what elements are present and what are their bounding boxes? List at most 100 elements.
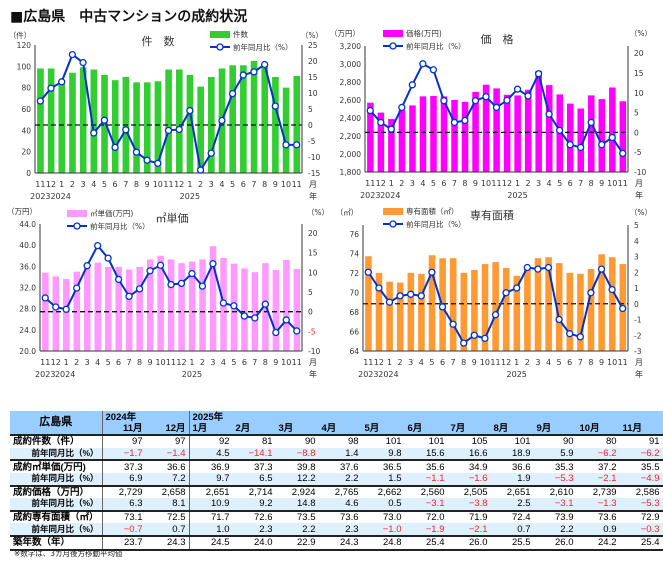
table-cell: 0.9 [576,523,620,536]
bar [37,68,44,173]
yoy-point [93,241,102,250]
table-cell: 10.9 [188,498,233,511]
table-cell: 5.9 [533,447,577,461]
month-label: 7 [578,358,583,367]
month-label: 1 [514,358,519,367]
table-cell: 25.4 [619,534,663,551]
yoy-point [502,289,510,297]
bar [143,82,151,173]
yoy-point [177,279,186,288]
legend-line-marker [216,43,224,51]
month-header: 6月 [404,422,448,436]
table-cell: 6.9 [101,472,146,486]
table-cell: 24.2 [576,534,620,551]
yoy-point [230,302,238,310]
yoy-point [619,149,627,158]
left-tick-label: 68 [349,308,359,317]
bar [283,259,290,351]
table-cell: −8.8 [275,447,319,461]
bar [375,272,383,351]
yoy-point [491,311,500,319]
table-cell: −0.7 [101,523,146,536]
table-cell: −2.1 [447,523,491,536]
left-tick-label: 64 [349,347,359,356]
left-tick-label: 2,000 [340,150,362,159]
right-tick-label: 20 [308,229,318,238]
table-cell: 12.2 [275,472,319,486]
table-cell: 2.2 [533,523,577,536]
yoy-point [135,285,144,293]
month-label: 5 [106,358,111,367]
table-cell: 1.4 [318,447,362,461]
table-cell: 101 [404,434,448,448]
month-label: 9 [145,180,150,189]
bar [482,84,490,172]
legend-line-marker [389,42,397,50]
bar [240,65,247,173]
month-label: 7 [123,180,128,189]
right-tick-label: 10 [634,89,644,98]
bar [481,264,489,351]
yoy-point [73,284,81,292]
bar [566,272,574,351]
chart-title: 専有面積 [470,208,514,222]
bar [503,94,511,172]
year-label: 2025 [180,192,200,201]
bar [409,105,416,172]
right-tick-label: 5 [308,105,313,114]
month-label: 4 [95,358,100,367]
legend-line-marker [73,222,81,230]
yoy-point [396,292,404,300]
yoy-point [524,92,532,100]
yoy-point [407,290,415,298]
yoy-point [534,70,543,78]
bar [386,281,393,351]
bar [588,95,595,172]
yoy-point [587,118,595,127]
bar [365,256,372,351]
bar [261,65,269,173]
table-cell: 2,610 [533,484,577,499]
left-tick-label: 0 [26,169,31,178]
month-label: 11 [292,180,302,189]
yoy-point [104,254,112,262]
yoy-point [608,285,616,294]
yoy-point [111,143,119,152]
yoy-point [375,284,383,292]
yoy-point [534,265,542,273]
table-cell: 36.6 [145,459,190,473]
right-tick-label: 5 [634,109,639,118]
month-label: 2 [525,358,530,367]
bar [419,96,427,172]
left-unit-label: （件） [9,30,32,40]
bar [229,65,236,173]
bar [125,269,133,351]
table-cell: 24.3 [318,534,362,551]
right-tick-label: 1 [634,284,639,293]
table-cell: −1.9 [404,523,448,536]
table-cell: 18.9 [490,447,534,461]
bar [84,267,91,351]
row-label: 築年数（年） [10,534,103,551]
table-cell: 72.5 [145,509,190,524]
month-label: 4 [219,180,224,189]
bar [451,100,458,172]
month-label: 9 [599,179,604,188]
legend-bar-swatch [383,30,403,37]
table-cell: 90 [275,434,319,448]
bar [514,95,521,172]
month-label: 4 [221,358,226,367]
bar [428,255,436,351]
table-cell: 36.9 [188,459,233,473]
yoy-point [428,268,436,276]
bar [104,266,112,351]
table-cell: 91 [619,434,663,448]
month-label: 8 [263,358,268,367]
yoy-point [545,110,553,118]
month-label: 5 [230,180,235,189]
month-header: 9月 [533,422,577,436]
right-tick-label: -5 [308,137,316,146]
year-header: 2025年 [188,411,663,423]
